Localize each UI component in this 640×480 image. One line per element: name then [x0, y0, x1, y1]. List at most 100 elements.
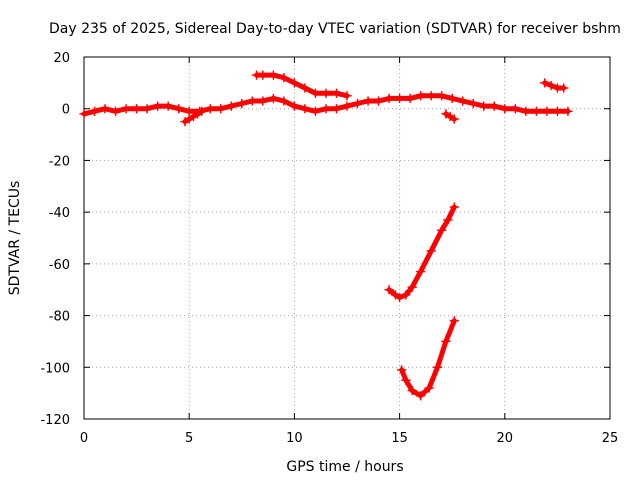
data-series	[441, 109, 460, 124]
x-tick-label: 25	[602, 431, 619, 446]
data-point	[447, 93, 457, 104]
data-point	[321, 103, 331, 114]
data-point	[352, 98, 363, 109]
data-point	[489, 101, 500, 111]
data-point	[173, 103, 184, 114]
data-point	[268, 70, 279, 80]
data-point	[331, 103, 342, 114]
series-line	[386, 204, 457, 300]
y-tick-label: -120	[40, 413, 70, 428]
y-tick-label: -60	[49, 258, 70, 273]
x-tick-label: 15	[391, 431, 408, 446]
series-line	[254, 72, 350, 99]
data-point	[396, 365, 407, 375]
data-point	[131, 103, 142, 114]
data-point	[142, 103, 152, 114]
data-point	[258, 96, 268, 106]
data-series	[396, 315, 460, 401]
x-tick-label: 10	[286, 431, 303, 446]
data-point	[300, 103, 310, 114]
data-point	[436, 225, 447, 235]
data-point	[279, 72, 289, 83]
data-point	[89, 106, 100, 117]
data-point	[373, 96, 384, 106]
data-point	[342, 101, 352, 111]
data-point	[310, 106, 321, 117]
chart-title: Day 235 of 2025, Sidereal Day-to-day VTE…	[49, 21, 621, 37]
data-point	[394, 292, 405, 303]
data-point	[415, 91, 426, 101]
x-tick-label: 5	[185, 431, 193, 446]
data-point	[563, 106, 573, 117]
data-point	[163, 101, 173, 111]
data-point	[121, 103, 131, 114]
y-tick-label: -40	[49, 206, 70, 221]
x-tick-label: 0	[80, 431, 88, 446]
data-point	[268, 93, 279, 104]
data-point	[226, 101, 237, 111]
x-tick-label: 20	[497, 431, 514, 446]
data-point	[415, 266, 426, 277]
y-tick-label: 20	[53, 51, 70, 66]
plot-frame	[83, 56, 611, 420]
data-point	[216, 103, 226, 114]
data-point	[432, 362, 443, 373]
data-point	[152, 101, 163, 111]
y-tick-label: -100	[40, 361, 70, 376]
data-point	[449, 114, 460, 124]
data-point	[521, 106, 531, 117]
data-point	[100, 103, 110, 114]
data-point	[552, 106, 563, 117]
data-point	[401, 290, 411, 300]
data-series	[79, 91, 573, 119]
data-point	[363, 96, 373, 106]
data-point	[441, 336, 451, 347]
data-point	[394, 93, 405, 104]
data-point	[310, 88, 321, 98]
y-tick-label: -80	[49, 310, 70, 325]
data-series	[384, 202, 460, 303]
data-point	[401, 375, 411, 385]
data-point	[289, 101, 300, 111]
data-point	[468, 98, 478, 109]
data-point	[300, 83, 310, 93]
data-point	[436, 91, 447, 101]
data-point	[426, 246, 436, 256]
data-point	[542, 106, 552, 117]
data-series	[251, 70, 352, 101]
data-point	[558, 83, 569, 93]
data-point	[384, 93, 394, 104]
data-point	[405, 93, 415, 104]
series-line	[399, 318, 457, 399]
data-point	[407, 282, 417, 292]
data-point	[546, 80, 556, 91]
data-point	[384, 284, 394, 295]
data-point	[258, 70, 268, 80]
data-point	[342, 91, 352, 101]
data-point	[247, 96, 258, 106]
data-point	[407, 385, 417, 396]
data-series	[540, 78, 569, 93]
data-point	[79, 109, 89, 119]
data-point	[237, 98, 247, 109]
data-point	[289, 78, 300, 88]
data-point	[449, 202, 460, 212]
data-point	[500, 103, 510, 114]
data-point	[479, 101, 489, 111]
data-series	[180, 106, 207, 127]
data-point	[449, 315, 460, 326]
data-point	[531, 106, 542, 117]
data-point	[443, 215, 453, 225]
data-point	[510, 103, 521, 114]
data-point	[540, 78, 550, 88]
data-point	[457, 96, 468, 106]
data-point	[184, 106, 194, 117]
y-axis-label: SDTVAR / TECUs	[7, 181, 23, 296]
data-point	[197, 106, 207, 117]
data-point	[426, 91, 436, 101]
y-tick-label: 0	[62, 103, 70, 118]
x-axis-label: GPS time / hours	[286, 459, 403, 475]
data-point	[415, 390, 426, 401]
data-point	[205, 103, 215, 114]
